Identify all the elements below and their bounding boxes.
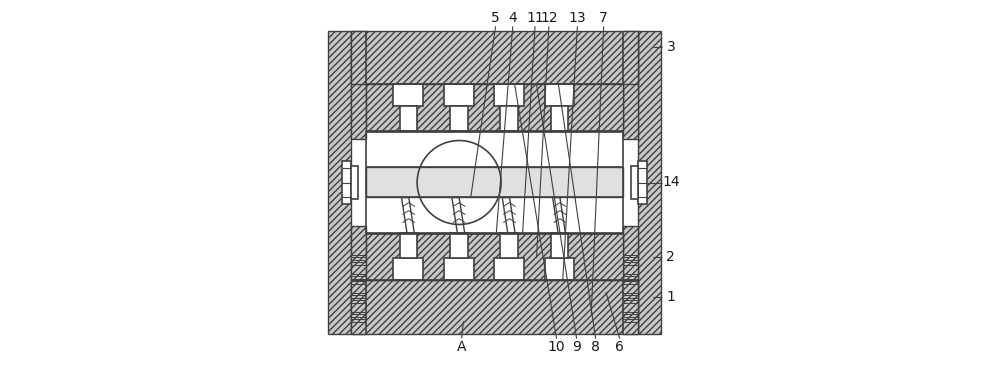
Bar	[351, 31, 638, 84]
Bar	[450, 233, 468, 258]
Text: 6: 6	[615, 341, 624, 354]
Text: 12: 12	[540, 11, 558, 24]
Bar	[551, 233, 568, 258]
Text: 7: 7	[599, 11, 608, 24]
Text: 2: 2	[666, 250, 675, 264]
Text: 1: 1	[666, 291, 675, 304]
Bar	[393, 258, 423, 280]
Text: 8: 8	[591, 341, 600, 354]
Text: 4: 4	[508, 11, 517, 24]
Text: 14: 14	[662, 176, 680, 189]
Bar	[400, 106, 417, 131]
Bar	[351, 226, 366, 334]
Bar	[342, 161, 351, 204]
Bar	[500, 233, 518, 258]
Bar	[366, 131, 623, 233]
Text: 13: 13	[569, 11, 586, 24]
Bar	[623, 31, 638, 139]
Bar	[366, 233, 623, 280]
Text: 9: 9	[572, 341, 581, 354]
Bar	[551, 106, 568, 131]
Text: 3: 3	[666, 41, 675, 54]
Bar	[328, 31, 351, 334]
Bar	[631, 166, 638, 199]
Bar	[393, 84, 423, 106]
Bar	[623, 226, 638, 334]
Bar	[450, 106, 468, 131]
Bar	[545, 258, 574, 280]
Bar	[400, 233, 417, 258]
Bar	[638, 31, 661, 334]
Bar	[366, 167, 623, 197]
Bar	[444, 258, 474, 280]
Bar	[351, 31, 366, 139]
Text: 11: 11	[526, 11, 544, 24]
Bar	[494, 258, 524, 280]
Text: 5: 5	[491, 11, 500, 24]
Bar	[545, 84, 574, 106]
Bar	[444, 84, 474, 106]
Bar	[638, 161, 647, 204]
Text: 10: 10	[548, 341, 565, 354]
Bar	[494, 84, 524, 106]
Bar	[500, 106, 518, 131]
Text: A: A	[457, 341, 466, 354]
Bar	[366, 84, 623, 131]
Bar	[351, 166, 358, 199]
Bar	[351, 280, 638, 334]
